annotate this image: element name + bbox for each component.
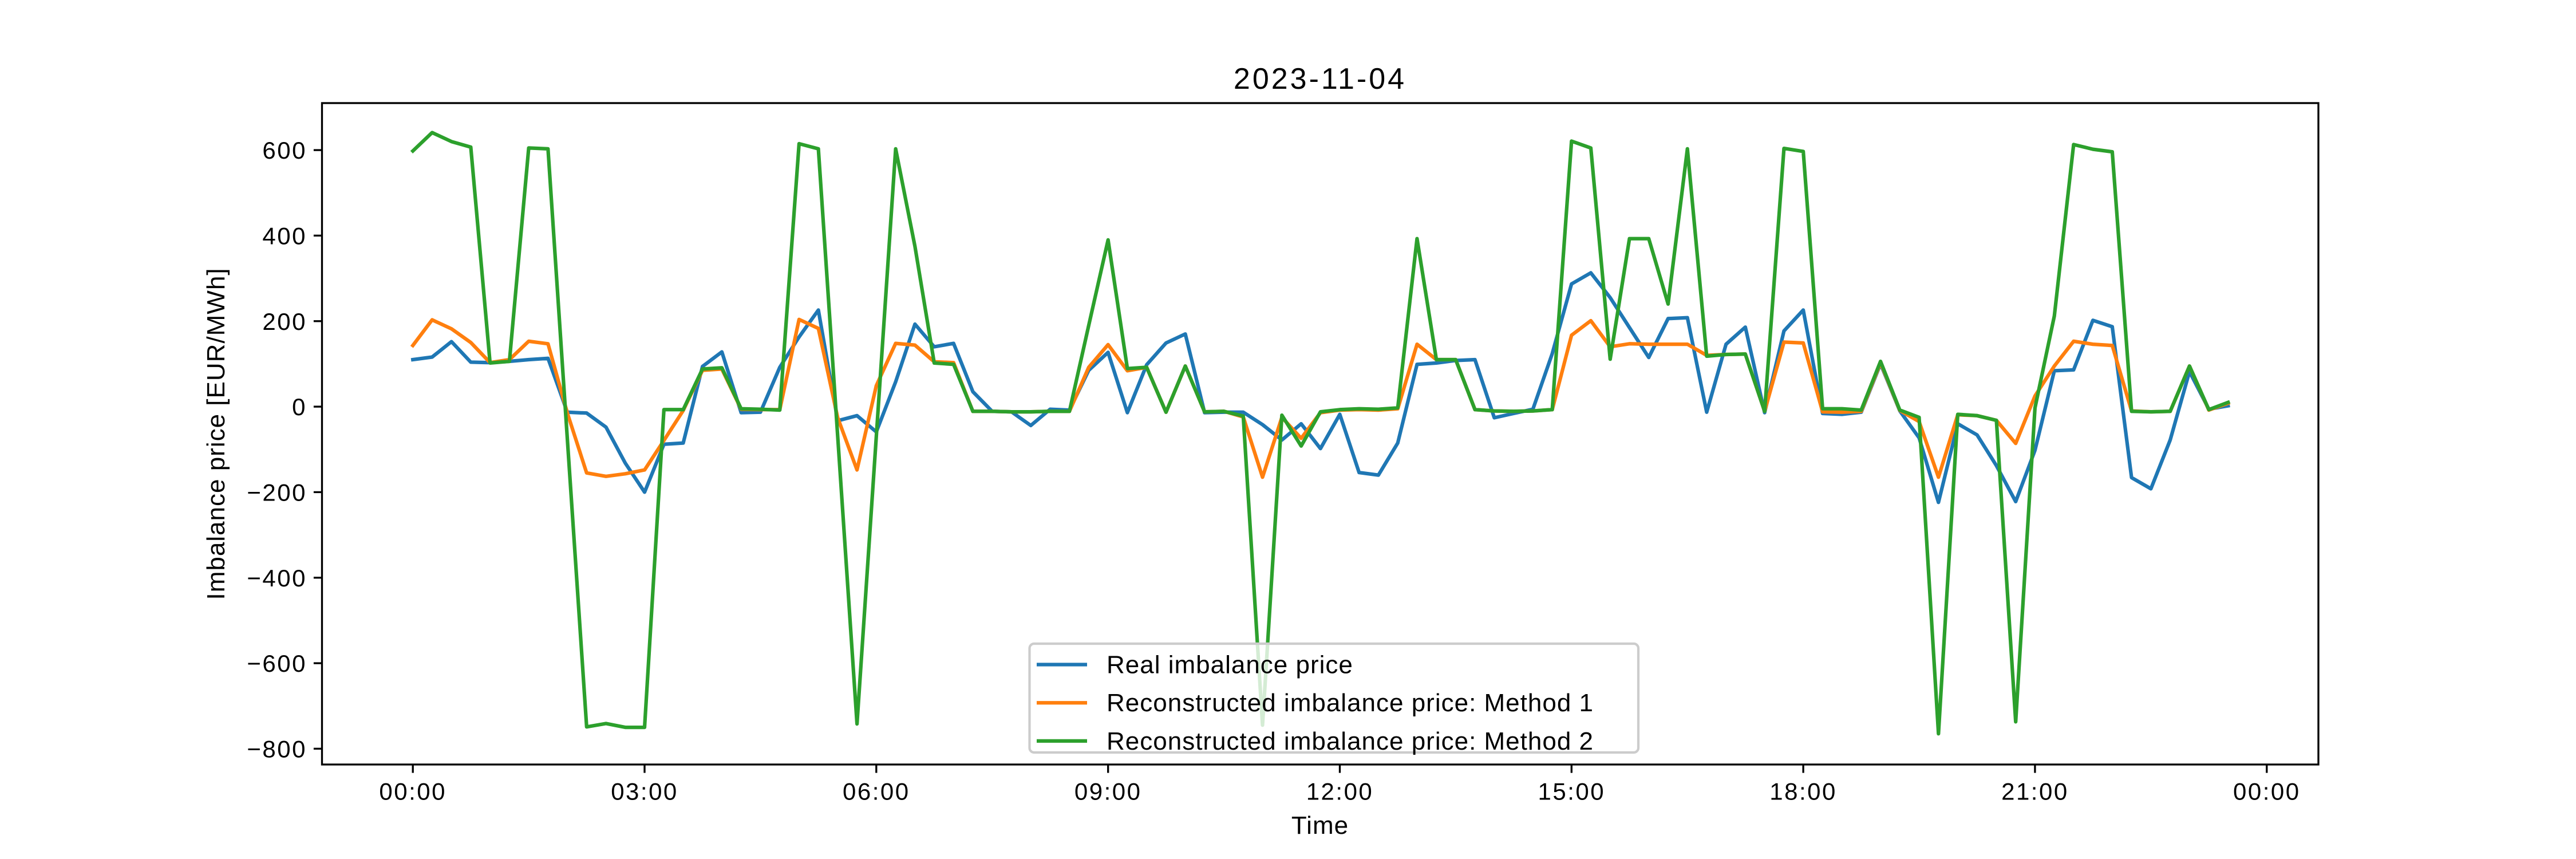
svg-text:Reconstructed imbalance price:: Reconstructed imbalance price: Method 1: [1107, 689, 1594, 717]
svg-text:12:00: 12:00: [1306, 778, 1374, 805]
svg-text:Reconstructed imbalance price:: Reconstructed imbalance price: Method 2: [1107, 727, 1594, 755]
svg-text:Time: Time: [1291, 811, 1349, 840]
svg-text:03:00: 03:00: [611, 778, 678, 805]
svg-text:06:00: 06:00: [843, 778, 910, 805]
svg-text:−800: −800: [247, 735, 307, 762]
svg-text:18:00: 18:00: [1769, 778, 1837, 805]
svg-text:−600: −600: [247, 650, 307, 677]
svg-text:−200: −200: [247, 479, 307, 506]
svg-text:−400: −400: [247, 565, 307, 592]
svg-text:00:00: 00:00: [379, 778, 447, 805]
svg-text:00:00: 00:00: [2233, 778, 2301, 805]
svg-text:2023-11-04: 2023-11-04: [1234, 62, 1406, 96]
svg-text:600: 600: [262, 137, 307, 164]
svg-text:15:00: 15:00: [1538, 778, 1605, 805]
svg-text:Real imbalance price: Real imbalance price: [1107, 651, 1353, 679]
svg-text:400: 400: [262, 222, 307, 249]
svg-text:21:00: 21:00: [2001, 778, 2069, 805]
svg-text:Imbalance price [EUR/MWh]: Imbalance price [EUR/MWh]: [202, 267, 230, 600]
svg-text:0: 0: [292, 393, 307, 420]
svg-text:200: 200: [262, 308, 307, 335]
svg-text:09:00: 09:00: [1074, 778, 1142, 805]
